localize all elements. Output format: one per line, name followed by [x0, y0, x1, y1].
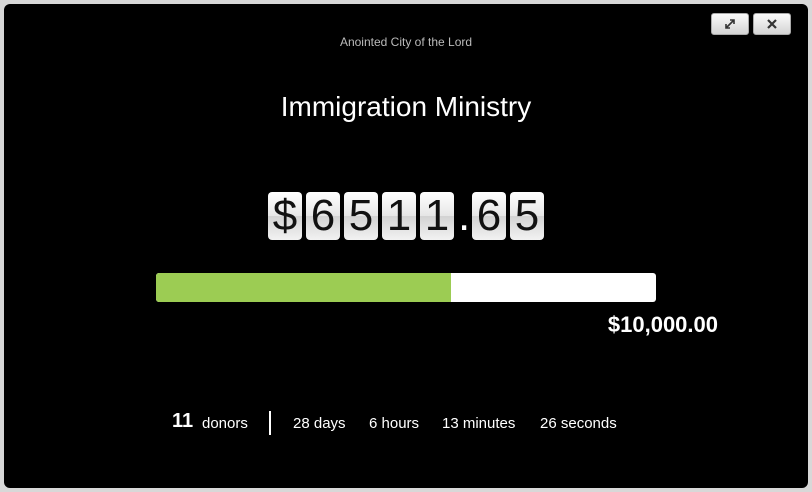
- close-icon: [767, 19, 777, 29]
- title: Immigration Ministry: [280, 91, 532, 122]
- digit-tile: $: [268, 192, 302, 240]
- amount-counter: $6 5 1 1. 6 5: [4, 192, 808, 244]
- progress-bar: [156, 273, 656, 302]
- separator: [269, 411, 271, 435]
- expand-button[interactable]: [711, 13, 749, 35]
- digit-tile: 5: [510, 192, 544, 240]
- close-button[interactable]: [753, 13, 791, 35]
- progress-fill: [156, 273, 451, 302]
- goal: $10,000.00: [607, 312, 718, 337]
- decimal-point: .: [458, 191, 471, 240]
- digit-tile: 1: [420, 192, 454, 240]
- donation-panel: Anointed City of the Lord Immigration Mi…: [4, 4, 808, 488]
- subtitle: Anointed City of the Lord: [339, 35, 473, 49]
- digit-tile: 1: [382, 192, 416, 240]
- digit-tile: 5: [344, 192, 378, 240]
- expand-icon: [725, 19, 735, 29]
- digit-tile: 6: [306, 192, 340, 240]
- hours: 6 hours: [369, 415, 420, 432]
- days: 28 days: [293, 415, 346, 432]
- donors-count: 11: [172, 410, 194, 432]
- seconds: 26 seconds: [540, 415, 617, 432]
- digit-tile: 6: [472, 192, 506, 240]
- minutes: 13 minutes: [442, 415, 516, 432]
- donors-label: donors: [202, 415, 248, 432]
